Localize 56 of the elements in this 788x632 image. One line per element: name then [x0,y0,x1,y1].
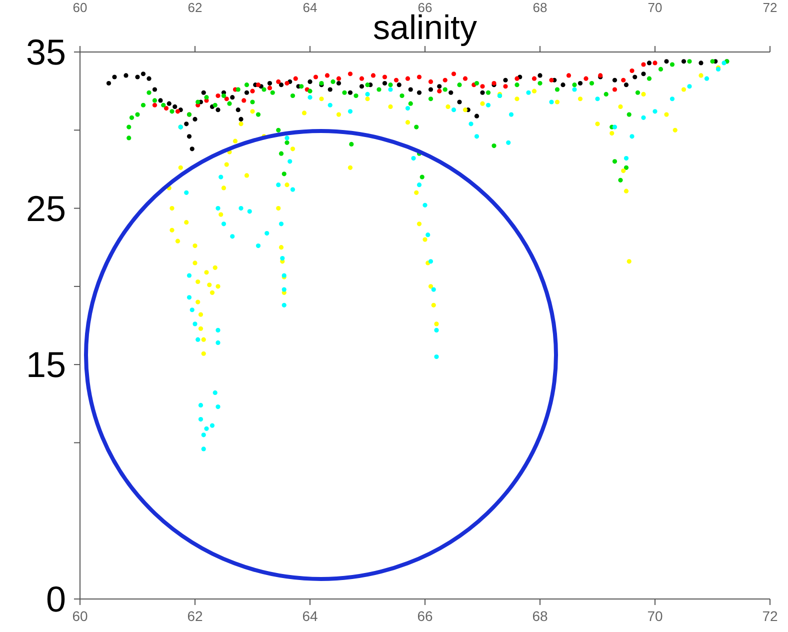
point [336,76,342,81]
point [584,76,588,81]
point [451,72,456,76]
point [152,102,158,108]
x2-tick-label: 68 [532,0,548,15]
x-tick-label: 66 [417,608,433,624]
point [405,76,410,81]
point [293,76,298,81]
point [313,74,318,80]
point [514,76,520,81]
point [641,62,646,67]
point [394,78,399,82]
x-tick-label: 72 [762,608,778,624]
y-tick-label: 15 [26,344,66,386]
point [549,78,554,82]
point [503,84,508,89]
point [370,73,376,78]
point [216,93,220,98]
point [437,88,442,94]
y-tick-label: 25 [26,188,66,229]
point [164,106,169,111]
point [267,86,272,90]
x2-tick-label: 62 [188,0,202,15]
point [442,78,448,82]
x2-tick-label: 60 [72,0,88,15]
point [324,73,330,78]
point [630,68,634,74]
point [242,98,246,103]
x2-tick-label: 64 [302,0,318,15]
point [428,79,434,84]
point [276,79,281,84]
point [612,87,618,92]
point [566,73,572,78]
x-tick-label: 70 [647,608,663,624]
point [480,84,485,89]
y-tick-label: 35 [26,32,66,73]
point [416,74,422,80]
x2-tick-label: 70 [648,0,662,15]
x-tick-label: 64 [302,608,318,624]
x2-tick-label: 72 [762,0,778,15]
point [284,80,290,86]
y-tick-label: 0 [46,578,66,620]
point [382,74,388,80]
point [256,82,261,88]
point [250,88,255,94]
x-tick-label: 68 [532,608,548,624]
x-tick-label: 62 [187,608,203,624]
point [359,76,364,81]
point [652,60,658,66]
point [621,78,626,82]
point [348,72,353,76]
point [532,76,537,81]
point [224,96,229,102]
point [175,109,180,114]
point [462,76,468,81]
x-tick-label: 60 [72,608,88,624]
